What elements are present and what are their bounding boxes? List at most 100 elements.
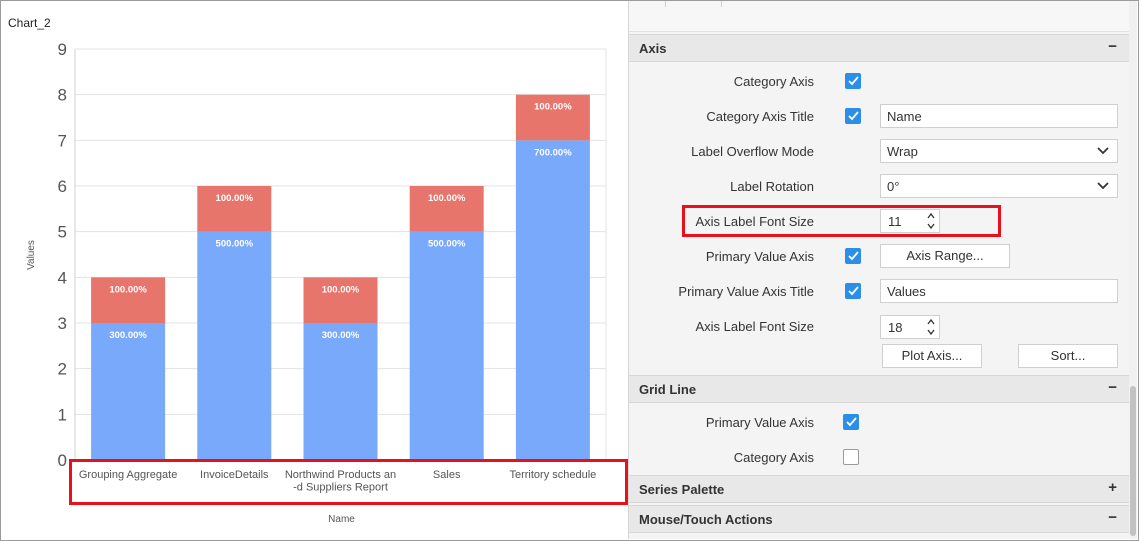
chevron-up-icon[interactable] [925,317,937,327]
chevron-up-icon[interactable] [925,211,937,221]
label-overflow-mode-dropdown[interactable]: Wrap [880,139,1118,163]
y-tick-label: 2 [58,360,67,379]
data-label: 300.00% [322,330,360,341]
properties-top-strip [629,1,1129,32]
spinner [922,316,939,338]
category-axis-checkbox[interactable] [845,73,861,89]
primary-value-axis-checkbox[interactable] [845,248,861,264]
bar-segment [197,186,272,232]
category-axis-title-label: Category Axis Title [706,109,814,124]
category-axis-title-checkbox[interactable] [845,108,861,124]
value-axis-label-font-size-label: Axis Label Font Size [695,319,814,334]
y-tick-label: 6 [58,177,67,196]
label-rotation-label: Label Rotation [730,179,814,194]
bar-segment [91,323,166,460]
y-tick-label: 9 [58,40,67,59]
data-label: 500.00% [428,239,466,250]
primary-value-axis-title-checkbox[interactable] [845,283,861,299]
bar-segment [91,277,166,323]
primary-value-axis-title-label: Primary Value Axis Title [678,284,814,299]
stacked-bar-chart: 0 1 2 3 4 5 6 7 8 9 300.00% 100.00% Grouping Aggrega… [26,40,607,525]
label-overflow-mode-value: Wrap [887,144,918,159]
x-tick-label: InvoiceDetails [200,469,269,481]
mouse-touch-section-header[interactable]: Mouse/Touch Actions − [629,505,1129,533]
panel-divider [628,1,629,539]
highlight-axis-label-font-size [682,205,1001,237]
value-axis-label-font-size-stepper[interactable]: 18 [880,315,940,339]
data-label: 500.00% [216,239,254,250]
chevron-down-icon [1097,182,1109,190]
chart-preview: 0 1 2 3 4 5 6 7 8 9 300.00% 100.00% Grouping Aggrega… [1,1,628,539]
bar-segment [303,323,378,460]
grid-primary-value-axis-checkbox[interactable] [843,414,859,430]
y-tick-label: 8 [58,86,67,105]
category-axis-label: Category Axis [733,74,814,89]
strip-tick [721,1,722,7]
data-label: 300.00% [109,330,147,341]
checkmark-icon [848,251,859,261]
data-label: 100.00% [322,284,360,295]
y-tick-label: 1 [58,405,67,424]
collapse-icon[interactable]: − [1108,379,1117,396]
bar-segment [303,277,378,323]
data-label: 100.00% [109,284,147,295]
expand-icon[interactable]: + [1108,479,1117,496]
chevron-down-icon[interactable] [925,327,937,337]
label-rotation-dropdown[interactable]: 0° [880,174,1118,198]
grid-primary-value-axis-label: Primary Value Axis [705,415,814,430]
series-palette-section-header[interactable]: Series Palette + [629,475,1129,503]
data-label: 100.00% [534,102,572,113]
y-tick-label: 3 [58,314,67,333]
y-tick-label: 7 [58,131,67,150]
grid-category-axis-checkbox[interactable] [843,449,859,465]
value-axis-label-font-size-value: 18 [888,320,903,335]
collapse-icon[interactable]: − [1108,38,1117,55]
checkmark-icon [846,417,857,427]
primary-value-axis-label: Primary Value Axis [705,249,814,264]
y-axis-title: Values [26,240,37,270]
spinner [922,210,939,232]
grid-line-section-title: Grid Line [639,382,697,397]
grid-category-axis-label: Category Axis [733,450,814,465]
x-tick-label: Grouping Aggregate [79,469,177,481]
axis-label-font-size-stepper[interactable]: 11 [880,209,940,233]
checkmark-icon [848,76,859,86]
data-label: 100.00% [428,193,466,204]
x-tick-label: -d Suppliers Report [293,482,388,494]
bar-segment [409,231,484,460]
y-tick-label: 5 [58,223,67,242]
y-tick-label: 0 [58,451,67,470]
axis-range-button[interactable]: Axis Range... [880,244,1010,268]
axis-section-title: Axis [639,41,667,56]
bar-segment [515,140,590,461]
x-tick-label: Territory schedule [509,469,596,481]
primary-value-axis-title-input[interactable]: Values [880,279,1118,303]
chevron-down-icon [1097,147,1109,155]
checkmark-icon [848,286,859,296]
strip-tick [665,1,666,7]
axis-label-font-size-value: 11 [888,214,902,229]
label-overflow-mode-label: Label Overflow Mode [691,144,814,159]
chevron-down-icon[interactable] [925,221,937,231]
bar-segment [197,231,272,460]
properties-scrollbar[interactable] [1129,1,1137,539]
x-axis-title: Name [328,514,355,525]
collapse-icon[interactable]: − [1108,509,1117,526]
y-tick-label: 4 [58,268,67,287]
grid-line-section-header[interactable]: Grid Line − [629,375,1129,403]
bar-segment [515,94,590,141]
x-tick-label: Northwind Products an [285,469,396,481]
scrollbar-thumb[interactable] [1130,386,1136,536]
data-label: 100.00% [216,193,254,204]
series-palette-section-title: Series Palette [639,482,725,497]
x-tick-label: Sales [433,469,461,481]
plot-axis-button[interactable]: Plot Axis... [882,344,982,368]
category-axis-title-input[interactable]: Name [880,104,1118,128]
checkmark-icon [848,111,859,121]
data-label: 700.00% [534,147,572,158]
bar-segment [409,186,484,232]
axis-section-header[interactable]: Axis − [629,34,1129,62]
sort-button[interactable]: Sort... [1018,344,1118,368]
highlight-category-labels [69,459,628,505]
label-rotation-value: 0° [887,179,900,194]
